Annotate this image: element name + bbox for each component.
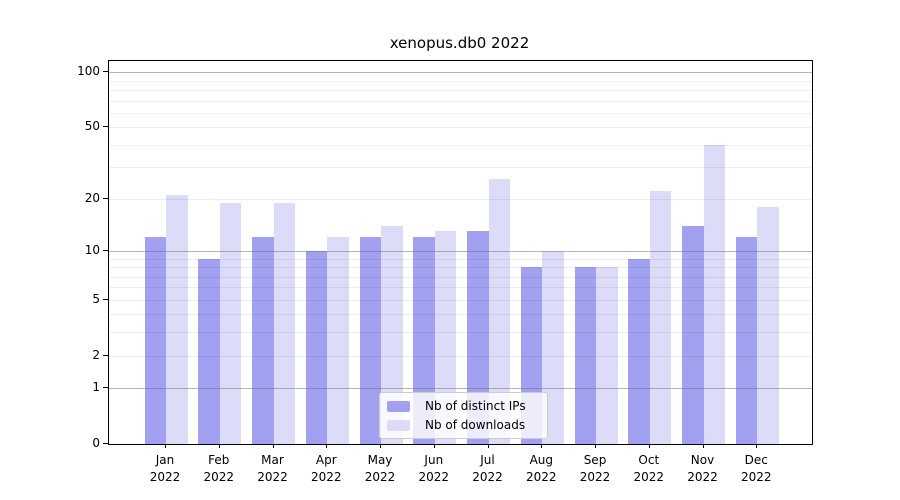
x-tick-mark — [380, 443, 382, 448]
y-tick-label: 100 — [77, 64, 100, 79]
legend-label-downloads: Nb of downloads — [425, 418, 526, 432]
x-tick-mark — [648, 443, 650, 448]
x-tick-mark — [702, 443, 704, 448]
x-tick-label: Apr 2022 — [311, 453, 342, 484]
x-tick-mark — [595, 443, 597, 448]
bar-downloads-jan — [166, 195, 188, 444]
y-tick-label: 0 — [92, 436, 100, 450]
bar-distinct-ips-sep — [574, 267, 596, 444]
x-tick-label: Jan 2022 — [149, 453, 181, 484]
bar-downloads-jun — [434, 231, 457, 444]
y-tick-label: 5 — [92, 291, 100, 306]
bar-distinct-ips-may — [359, 237, 381, 444]
legend-entry-downloads: Nb of downloads — [387, 418, 539, 432]
legend-entry-distinct-ips: Nb of distinct IPs — [387, 399, 539, 413]
bar-downloads-mar — [273, 202, 295, 444]
bar-distinct-ips-mar — [252, 237, 274, 444]
x-tick-label: Nov 2022 — [687, 453, 718, 484]
x-tick-mark — [218, 443, 220, 448]
x-tick-mark — [756, 443, 758, 448]
bar-downloads-oct — [649, 191, 672, 444]
y-tick-mark — [103, 298, 108, 300]
y-tick-mark — [103, 443, 108, 445]
legend-swatch-downloads — [387, 419, 410, 431]
x-tick-mark — [272, 443, 274, 448]
x-tick-mark — [541, 443, 543, 448]
y-tick-mark — [103, 249, 108, 251]
bar-distinct-ips-apr — [305, 250, 328, 444]
x-tick-label: Sep 2022 — [579, 453, 611, 484]
y-tick-label: 20 — [84, 190, 100, 205]
y-tick-label: 2 — [92, 347, 100, 362]
bar-downloads-may — [381, 225, 403, 444]
x-tick-label: May 2022 — [364, 453, 396, 484]
x-tick-mark — [326, 443, 328, 448]
x-tick-mark — [165, 443, 167, 448]
y-tick-mark — [103, 126, 108, 128]
plot-area: Nb of distinct IPs Nb of downloads — [108, 60, 813, 445]
chart-title: xenopus.db0 2022 — [389, 34, 530, 52]
x-tick-label: Jul 2022 — [472, 453, 503, 484]
legend-label-distinct-ips: Nb of distinct IPs — [425, 399, 526, 413]
x-tick-mark — [487, 443, 489, 448]
bar-distinct-ips-jul — [467, 231, 489, 444]
y-tick-mark — [103, 387, 108, 389]
x-tick-label: Oct 2022 — [633, 453, 665, 484]
bar-downloads-nov — [703, 144, 725, 444]
bar-distinct-ips-oct — [628, 258, 650, 444]
bar-distinct-ips-dec — [735, 237, 758, 444]
bar-distinct-ips-nov — [682, 225, 704, 444]
x-tick-mark — [433, 443, 435, 448]
bar-distinct-ips-feb — [198, 258, 220, 444]
x-tick-label: Jun 2022 — [418, 453, 450, 484]
y-tick-label: 50 — [84, 119, 100, 134]
y-tick-mark — [103, 197, 108, 199]
bar-downloads-feb — [219, 202, 242, 444]
x-tick-label: Aug 2022 — [526, 453, 557, 484]
bar-downloads-jul — [488, 178, 510, 444]
bar-downloads-apr — [327, 237, 349, 444]
x-tick-label: Dec 2022 — [741, 453, 772, 484]
x-tick-label: Feb 2022 — [203, 453, 235, 484]
y-tick-mark — [103, 354, 108, 356]
legend-swatch-distinct-ips — [387, 400, 410, 412]
bars-layer — [109, 61, 812, 444]
bar-downloads-sep — [596, 267, 618, 444]
y-tick-label: 10 — [84, 242, 100, 257]
bar-downloads-dec — [757, 206, 779, 444]
y-tick-label: 1 — [92, 380, 100, 395]
bar-distinct-ips-jan — [144, 237, 166, 444]
x-tick-label: Mar 2022 — [257, 453, 288, 484]
y-tick-mark — [103, 71, 108, 73]
legend: Nb of distinct IPs Nb of downloads — [379, 392, 548, 439]
